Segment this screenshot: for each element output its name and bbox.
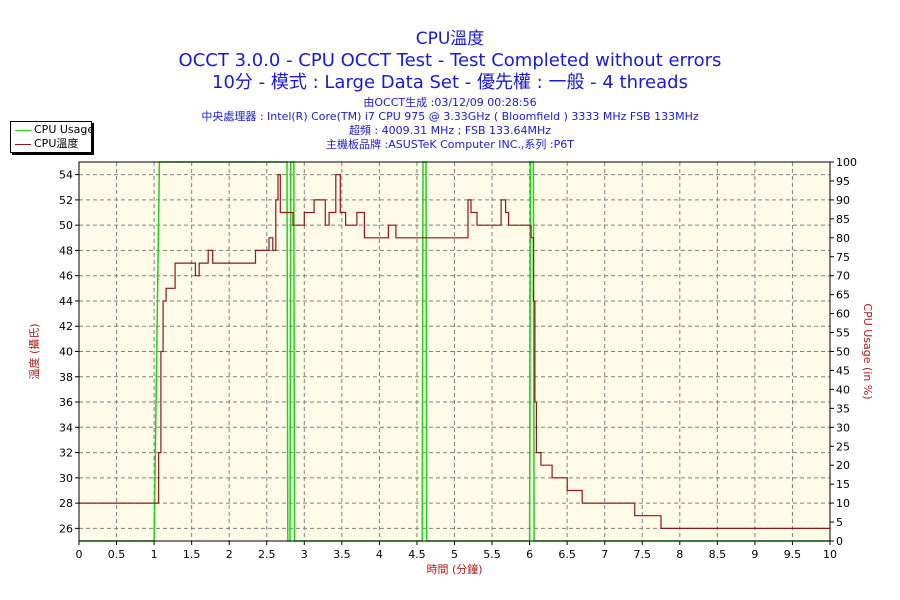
y-right-axis-title: CPU Usage (in %) (861, 303, 874, 399)
y-right-tick-label: 80 (836, 232, 850, 245)
info-generated: 由OCCT生成 :03/12/09 00:28:56 (363, 96, 537, 109)
y-right-tick-label: 15 (836, 478, 850, 491)
y-right-tick-label: 25 (836, 440, 850, 453)
x-tick-label: 3 (301, 548, 308, 561)
y-right-tick-label: 10 (836, 497, 850, 510)
legend-swatch-usage (15, 130, 31, 131)
y-right-tick-label: 40 (836, 383, 850, 396)
y-left-tick-label: 26 (59, 522, 73, 535)
y-left-tick-label: 50 (59, 219, 73, 232)
x-tick-label: 8 (676, 548, 683, 561)
y-left-tick-label: 32 (59, 447, 73, 460)
y-right-tick-label: 35 (836, 402, 850, 415)
y-right-tick-label: 60 (836, 308, 850, 321)
y-left-tick-label: 38 (59, 371, 73, 384)
x-tick-label: 6 (526, 548, 533, 561)
y-left-tick-label: 54 (59, 169, 73, 182)
y-right-tick-label: 90 (836, 194, 850, 207)
legend-label-usage: CPU Usage (34, 123, 95, 136)
y-right-tick-label: 5 (836, 516, 843, 529)
x-tick-label: 7.5 (634, 548, 652, 561)
y-left-tick-label: 36 (59, 396, 73, 409)
y-right-tick-label: 65 (836, 289, 850, 302)
y-right-tick-label: 55 (836, 327, 850, 340)
x-tick-label: 7 (601, 548, 608, 561)
y-right-tick-label: 75 (836, 251, 850, 264)
y-right-tick-label: 20 (836, 459, 850, 472)
x-tick-label: 9.5 (784, 548, 802, 561)
x-tick-label: 5.5 (483, 548, 501, 561)
y-left-tick-label: 42 (59, 320, 73, 333)
y-left-tick-label: 40 (59, 346, 73, 359)
legend-label-temp: CPU溫度 (34, 137, 79, 150)
y-right-tick-label: 95 (836, 175, 850, 188)
info-cpu: 中央處理器 : Intel(R) Core(TM) i7 CPU 975 @ 3… (201, 110, 699, 123)
x-tick-label: 10 (823, 548, 837, 561)
x-tick-label: 4.5 (408, 548, 426, 561)
y-left-tick-label: 34 (59, 421, 73, 434)
y-left-tick-label: 30 (59, 472, 73, 485)
x-tick-label: 2 (226, 548, 233, 561)
x-axis-title: 時間 (分鐘) (426, 562, 482, 576)
x-tick-label: 2.5 (258, 548, 276, 561)
info-overclock: 超頻 : 4009.31 MHz ; FSB 133.64MHz (348, 124, 552, 137)
y-right-tick-label: 30 (836, 421, 850, 434)
chart-subtitle-test: OCCT 3.0.0 - CPU OCCT Test - Test Comple… (178, 50, 722, 71)
x-tick-label: 1.5 (183, 548, 201, 561)
series-line-cpu-temperature (79, 174, 830, 530)
info-motherboard: 主機板品牌 :ASUSTeK Computer INC.,系列 :P6T (326, 138, 574, 151)
plot-frame (78, 161, 831, 542)
x-tick-label: 0.5 (108, 548, 126, 561)
y-right-tick-label: 50 (836, 346, 850, 359)
y-right-tick-label: 85 (836, 213, 850, 226)
chart-subtitle-mode: 10分 - 模式 : Large Data Set - 優先權 : 一般 - 4… (212, 72, 688, 93)
x-tick-label: 1 (151, 548, 158, 561)
x-tick-label: 0 (76, 548, 83, 561)
chart-title: CPU溫度 (415, 29, 485, 49)
x-tick-label: 9 (751, 548, 758, 561)
x-tick-label: 5 (451, 548, 458, 561)
y-right-tick-label: 0 (836, 535, 843, 548)
y-left-axis-title: 溫度 (攝氏) (27, 323, 41, 379)
x-tick-label: 8.5 (709, 548, 727, 561)
y-left-tick-label: 52 (59, 194, 73, 207)
x-tick-label: 3.5 (333, 548, 351, 561)
y-right-tick-label: 70 (836, 270, 850, 283)
y-left-tick-label: 28 (59, 497, 73, 510)
legend-swatch-temp (15, 144, 31, 145)
y-left-tick-label: 44 (59, 295, 73, 308)
x-tick-label: 6.5 (558, 548, 576, 561)
y-right-tick-label: 45 (836, 364, 850, 377)
y-left-tick-label: 48 (59, 244, 73, 257)
y-right-tick-label: 100 (836, 156, 857, 169)
x-tick-label: 4 (376, 548, 383, 561)
legend: CPU Usage CPU溫度 (10, 121, 95, 153)
chart-titles: CPU溫度 OCCT 3.0.0 - CPU OCCT Test - Test … (0, 0, 900, 152)
y-left-tick-label: 46 (59, 270, 73, 283)
